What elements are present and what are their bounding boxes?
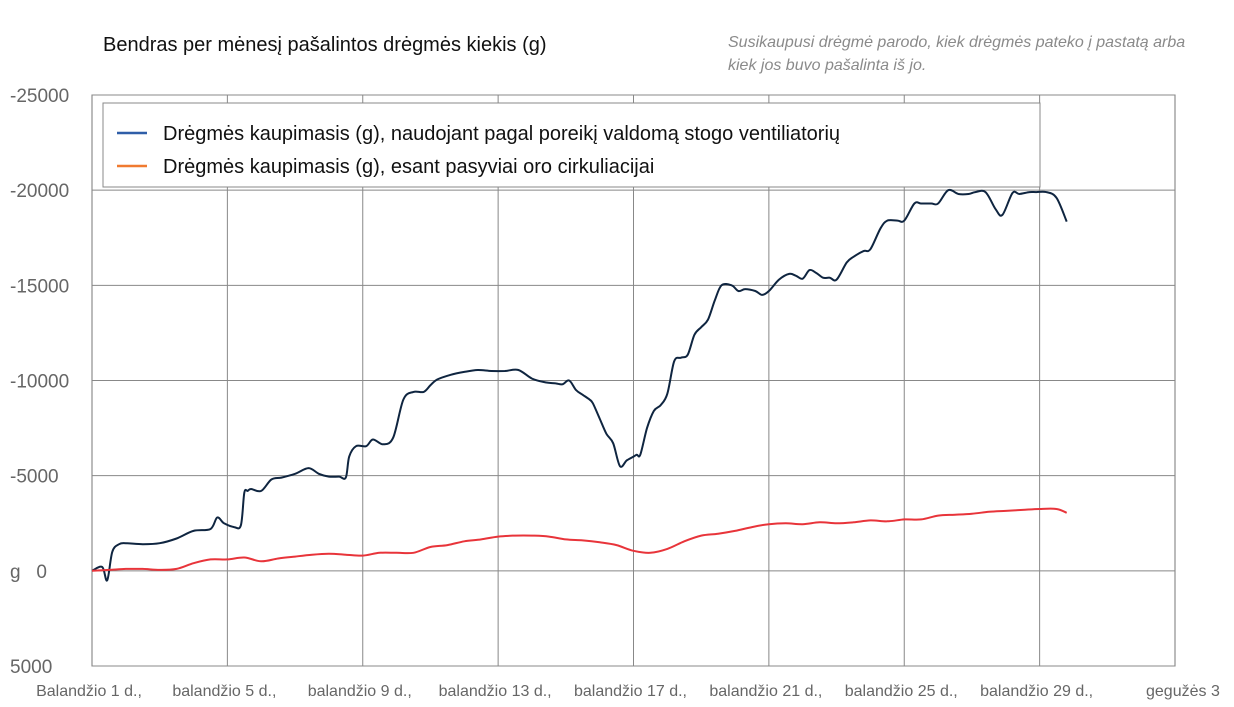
x-axis-ticks: Balandžio 1 d., balandžio 5 d., balandžio … bbox=[36, 683, 1220, 700]
y-tick-label: -10000 bbox=[10, 372, 69, 393]
x-tick-label: gegužės 3 bbox=[1146, 683, 1220, 700]
x-tick-label: balandžio 9 d., bbox=[308, 683, 412, 700]
y-tick-label: -25000 bbox=[10, 86, 69, 107]
legend-box bbox=[102, 102, 1041, 188]
x-tick-label: balandžio 17 d., bbox=[574, 683, 687, 700]
legend-label-demand-fan: Drėgmės kaupimasis (g), naudojant pagal … bbox=[163, 123, 840, 145]
y-tick-label: -15000 bbox=[10, 276, 69, 297]
grid-lines bbox=[91, 94, 1176, 667]
series-line-passive bbox=[91, 507, 1068, 572]
x-tick-label: balandžio 5 d., bbox=[172, 683, 276, 700]
series-line-demand-fan bbox=[91, 188, 1068, 582]
x-tick-label: Balandžio 1 d., bbox=[36, 683, 142, 700]
y-tick-label: -20000 bbox=[10, 181, 69, 202]
chart-title: Bendras per mėnesį pašalintos drėgmės ki… bbox=[103, 34, 547, 56]
y-tick-label: 5000 bbox=[10, 657, 52, 678]
x-tick-label: balandžio 13 d., bbox=[439, 683, 552, 700]
legend-label-passive: Drėgmės kaupimasis (g), esant pasyviai o… bbox=[163, 156, 654, 178]
y-axis-ticks: -25000 -20000 -15000 -10000 -5000 g 0 5000 bbox=[10, 86, 69, 678]
legend: Drėgmės kaupimasis (g), naudojant pagal … bbox=[102, 102, 1041, 188]
y-tick-label: g 0 bbox=[10, 562, 47, 583]
chart-subtitle: Susikaupusi drėgmė parodo, kiek drėgmės … bbox=[728, 34, 1186, 74]
x-tick-label: balandžio 21 d., bbox=[709, 683, 822, 700]
y-tick-label: -5000 bbox=[10, 467, 59, 488]
x-tick-label: balandžio 29 d., bbox=[980, 683, 1093, 700]
series-lines bbox=[91, 188, 1068, 582]
x-tick-label: balandžio 25 d., bbox=[845, 683, 958, 700]
